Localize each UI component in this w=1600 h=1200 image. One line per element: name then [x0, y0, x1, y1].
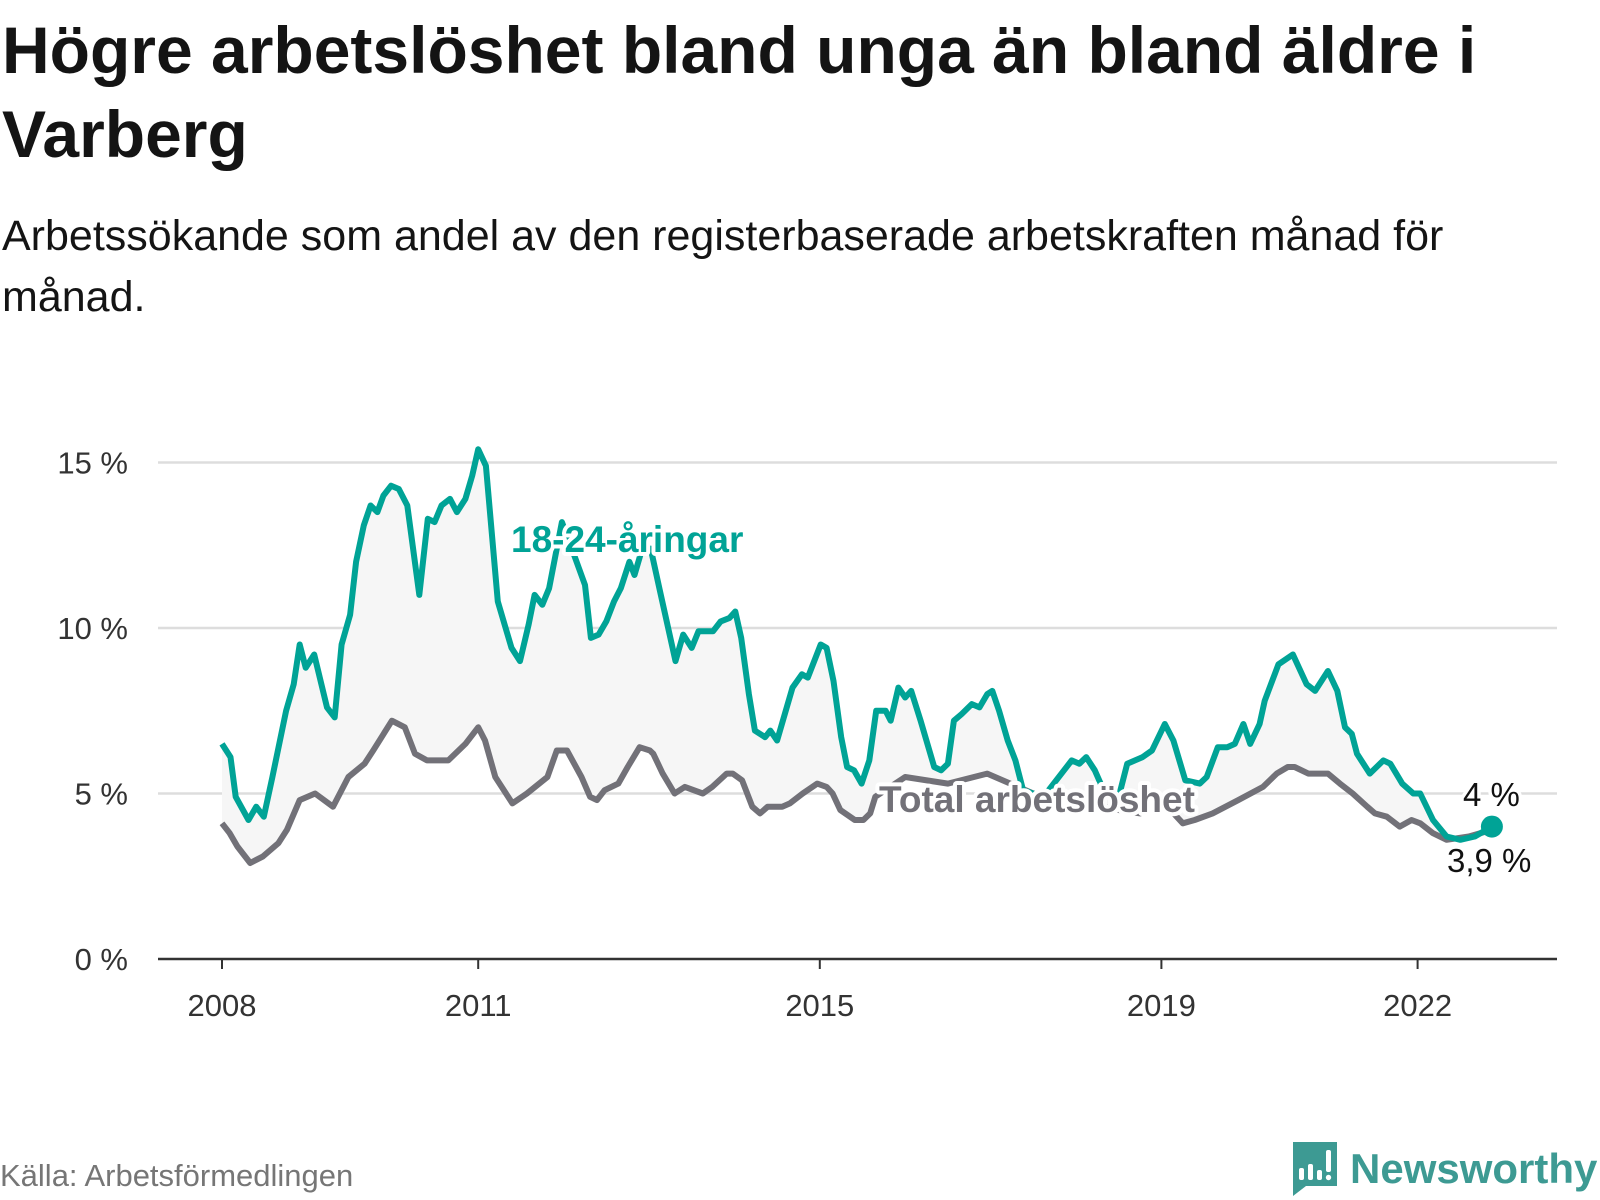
source-note: Källa: Arbetsförmedlingen [0, 1158, 354, 1193]
x-tick-label: 2011 [445, 988, 512, 1023]
end-label-youth: 4 % [1463, 776, 1520, 813]
y-tick-label: 5 % [75, 777, 128, 812]
logo-text: Newsworthy [1350, 1145, 1598, 1192]
series-label-youth: 18-24-åringar [511, 519, 743, 560]
end-label-total: 3,9 % [1447, 842, 1531, 879]
series-line-total [219, 717, 1493, 866]
x-tick-label: 2008 [188, 988, 257, 1023]
chart-title: Högre arbetslöshet bland unga än bland ä… [2, 13, 1477, 171]
newsworthy-logo: Newsworthy [1290, 1140, 1597, 1198]
x-tick-label: 2019 [1127, 988, 1196, 1023]
y-axis-ticks: 0 % 5 % 10 % 15 % [57, 446, 128, 978]
gap-area [222, 449, 1492, 863]
series-line-youth [219, 446, 1494, 843]
chart-subtitle: Arbetssökande som andel av den registerb… [2, 212, 1444, 321]
end-point-youth [1480, 815, 1503, 838]
y-tick-label: 0 % [75, 942, 128, 977]
y-tick-label: 10 % [57, 611, 128, 646]
x-tick-label: 2022 [1383, 988, 1452, 1023]
y-tick-label: 15 % [57, 446, 128, 481]
series-label-total: Total arbetslöshet [879, 779, 1195, 820]
x-axis-ticks: 2008 2011 2015 2019 2022 [188, 959, 1452, 1023]
newsworthy-bar-chart-icon [1293, 1142, 1337, 1196]
x-tick-label: 2015 [785, 988, 854, 1023]
